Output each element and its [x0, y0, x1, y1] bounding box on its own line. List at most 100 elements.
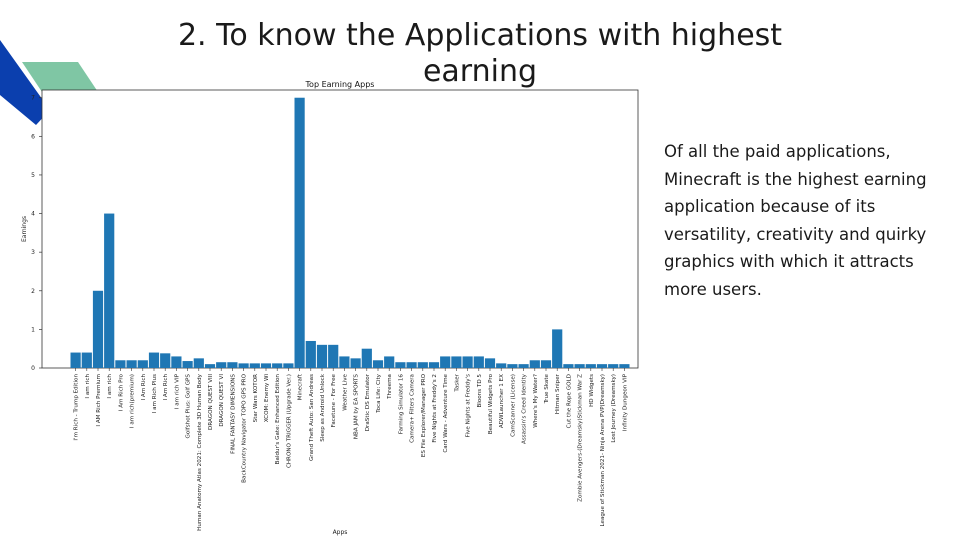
- bar: [540, 360, 552, 368]
- bar: [339, 356, 350, 368]
- y-tick-label: 3: [31, 249, 35, 256]
- x-tick-label: League of Stickman 2021- Ninja Arena PVP…: [600, 374, 606, 526]
- bar: [160, 353, 171, 368]
- x-tick-label: Grand Theft Auto: San Andreas: [309, 374, 315, 461]
- bar: [216, 362, 227, 368]
- x-tick-label: Tasker: [454, 373, 460, 392]
- x-tick-label: ADWLauncher 1 EX: [499, 374, 505, 428]
- slide-body-text: Of all the paid applications, Minecraft …: [664, 142, 927, 299]
- bar: [182, 361, 193, 368]
- x-tick-label: Five Nights at Freddy's: [466, 374, 472, 437]
- bar: [305, 340, 316, 368]
- bar: [507, 364, 518, 368]
- x-tick-label: Threema: [387, 374, 393, 400]
- corner-decoration: [0, 40, 98, 125]
- x-tick-label: Minecraft: [298, 373, 304, 400]
- x-tick-label: CamScanner (License): [510, 374, 516, 437]
- plot-area: [41, 89, 639, 369]
- bar: [585, 364, 596, 368]
- y-tick-label: 6: [31, 133, 35, 140]
- bar: [395, 362, 406, 368]
- bar: [350, 358, 361, 368]
- x-tick-label: DRAGON QUEST VIII: [208, 374, 214, 430]
- bar: [384, 356, 395, 368]
- bar: [260, 363, 272, 368]
- x-tick-label: Weather Live: [342, 373, 348, 410]
- bar: [249, 363, 260, 368]
- x-tick-label: BackCountry Navigator TOPO GPS PRO: [242, 373, 248, 482]
- bar: [473, 356, 484, 368]
- y-tick-label: 7: [31, 95, 35, 102]
- bar: [81, 352, 92, 368]
- bar: [361, 348, 372, 368]
- bar: [608, 364, 619, 368]
- bar: [574, 364, 585, 368]
- bar: [596, 364, 608, 368]
- bar: [417, 362, 428, 368]
- x-tick-label: Zombie Avengers-(Dreamsky)Stickman War Z: [578, 374, 584, 502]
- bar: [440, 356, 451, 368]
- green-accent-shape: [22, 62, 98, 92]
- bar: [193, 358, 204, 368]
- bar: [104, 213, 115, 368]
- x-tick-label: Golfshot Plus: Golf GPS: [186, 374, 192, 439]
- y-tick-label: 4: [31, 211, 35, 218]
- bar: [462, 356, 473, 368]
- bar: [406, 362, 417, 368]
- slide-title: 2. To know the Applications with highest…: [177, 18, 783, 89]
- x-tick-label: CHRONO TRIGGER (Upgrade Ver.): [286, 374, 292, 468]
- bar: [272, 363, 283, 368]
- x-tick-label: Cut the Rope GOLD: [566, 374, 572, 428]
- x-tick-label: I AM Rich Premium: [96, 374, 102, 427]
- x-tick-label: Bloons TD 5: [477, 374, 483, 408]
- x-tick-label: ES File Explorer/Manager PRO: [421, 373, 427, 457]
- bar: [137, 360, 148, 368]
- x-tick-label: I Am Rich Pro: [118, 373, 124, 411]
- x-tick-label: Facetune - For Free: [331, 373, 337, 427]
- bar: [148, 352, 160, 368]
- bar: [126, 360, 137, 368]
- y-tick-label: 1: [31, 326, 35, 333]
- bar: [428, 362, 440, 368]
- x-tick-label: DRAGON QUEST VI: [219, 374, 225, 427]
- x-tick-label: NBA JAM by EA SPORTS: [354, 374, 360, 440]
- bar: [496, 363, 507, 368]
- x-tick-label: I am Rich Plus: [152, 374, 158, 413]
- blue-accent-shape: [0, 40, 50, 125]
- x-tick-label: Farming Simulator 16: [398, 374, 404, 435]
- x-tick-label: DraStic DS Emulator: [365, 373, 371, 431]
- x-tick-label: I am rich: [85, 374, 91, 399]
- x-tick-label: Beautiful Widgets Pro: [488, 373, 494, 434]
- chart-title: Top Earning Apps: [305, 80, 375, 89]
- y-tick-label: 2: [31, 288, 35, 295]
- bar-chart: Top Earning Apps 0 1 2 3 4 5 6 7 Earnings I'm Rich…: [18, 78, 648, 538]
- x-tick-label: I am rich(premium): [130, 374, 136, 428]
- x-tick-label: Camera+ Filters Camera: [410, 374, 416, 443]
- bar: [552, 329, 563, 368]
- x-tick-label: Star Wars KOTOR: [253, 374, 259, 422]
- x-tick-label: Lost Journey (Dreamsky): [611, 374, 617, 443]
- x-tick-label: Toca Life: City: [376, 373, 382, 414]
- x-tick-label: I am rich VIP: [174, 373, 180, 409]
- bar: [238, 363, 249, 368]
- bar: [563, 364, 574, 368]
- bar: [451, 356, 462, 368]
- y-tick-label: 0: [31, 365, 35, 372]
- bar: [294, 97, 305, 368]
- chart-svg: Top Earning Apps 0 1 2 3 4 5 6 7 Earnings I'm Rich…: [21, 80, 639, 536]
- x-tick-label: Baldur's Gate: Enhanced Edition: [275, 374, 281, 465]
- x-tick-label: XCOM: Enemy Wi: [264, 374, 270, 423]
- x-tick-label: I'm Rich - Trump Edition: [74, 374, 80, 441]
- x-tick-label: Human Anatomy Atlas 2021: Complete 3D Hu…: [197, 373, 203, 531]
- x-tick-label: Card Wars - Adventure Time: [443, 373, 449, 452]
- x-tick-label: I am rich: [107, 374, 113, 399]
- bar: [283, 363, 294, 368]
- x-tick-label: HD Widgets: [589, 374, 595, 407]
- bar: [328, 344, 339, 368]
- x-tick-label: Assassin's Creed Identity: [522, 373, 528, 444]
- bar: [171, 356, 182, 368]
- bar: [316, 344, 328, 368]
- bar: [115, 360, 126, 368]
- bar: [518, 364, 529, 368]
- bar: [619, 364, 630, 368]
